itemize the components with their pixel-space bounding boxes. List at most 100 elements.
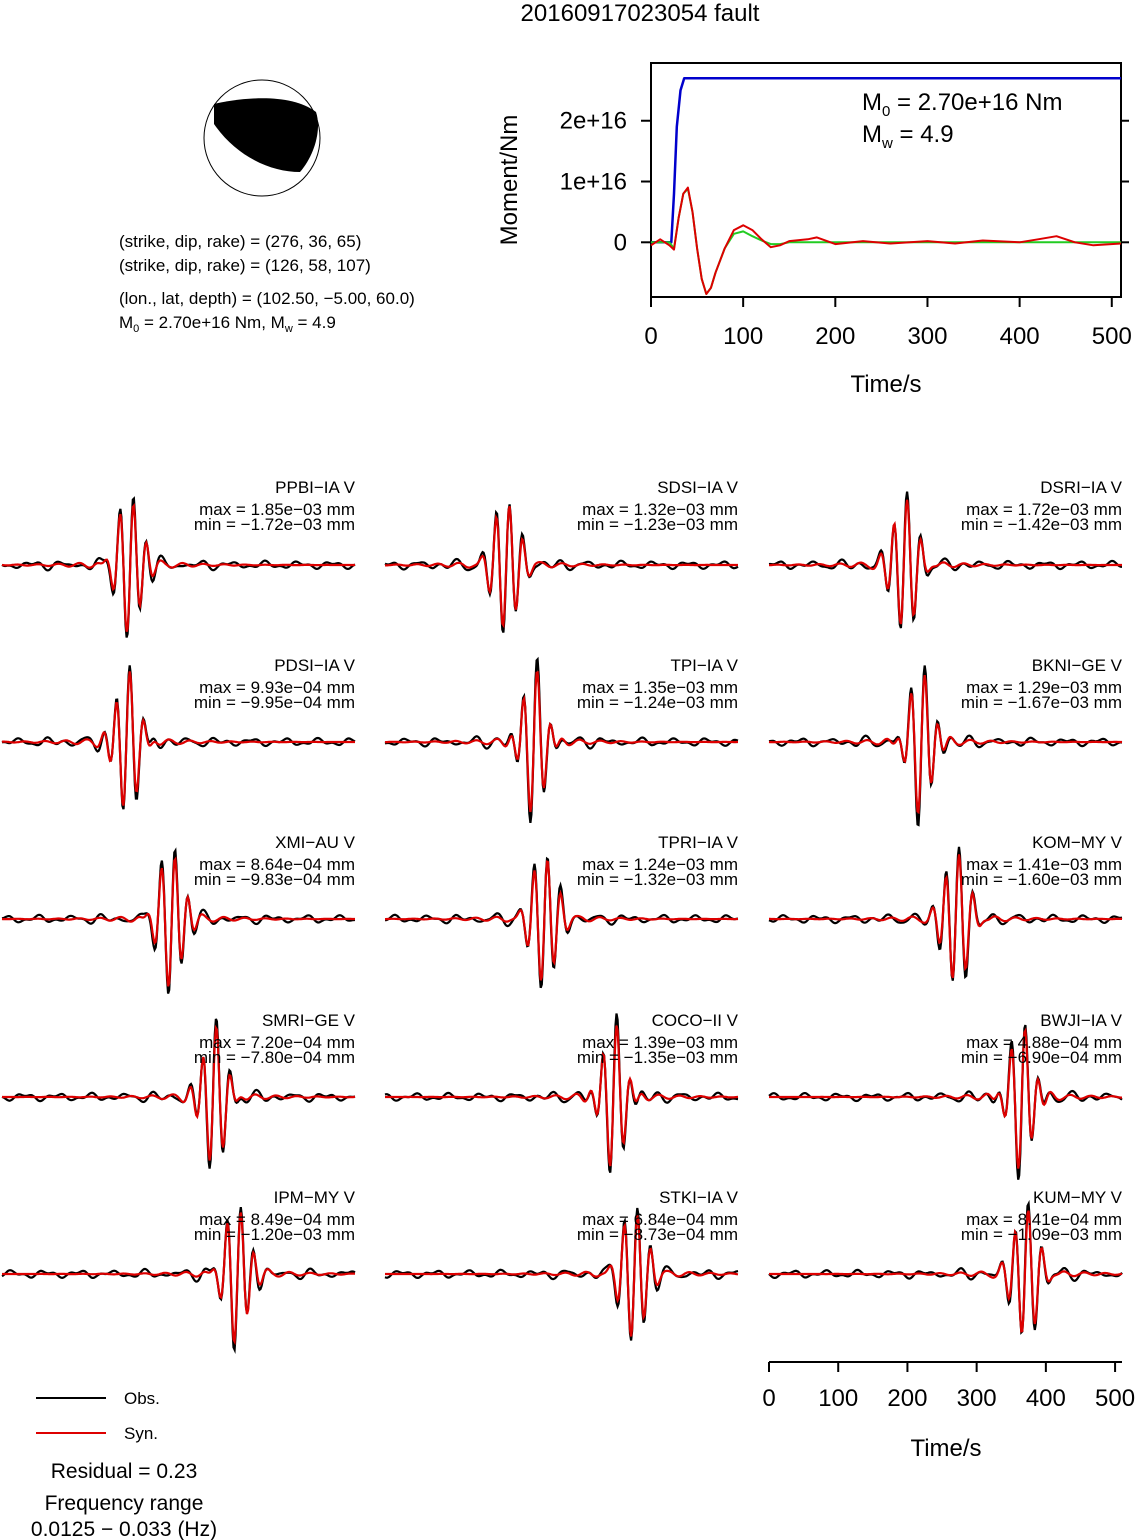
station-min-5: min = −1.67e−03 mm <box>961 693 1122 712</box>
syn-trace-4 <box>384 670 738 813</box>
legend: Obs. Syn. <box>36 1389 160 1443</box>
legend-syn-label: Syn. <box>124 1424 158 1443</box>
station-max-13: max = 6.84e−04 mm <box>582 1210 738 1229</box>
obs-trace-12 <box>1 1206 356 1354</box>
syn-trace-7 <box>385 860 738 981</box>
moment-summary: M0 = 2.70e+16 Nm, Mw = 4.9 <box>119 313 336 335</box>
station-min-3: min = −9.95e−04 mm <box>194 693 355 712</box>
frequency-label: Frequency range <box>45 1492 204 1515</box>
station-max-11: max = 4.88e−04 mm <box>966 1033 1122 1052</box>
station-min-4: min = −1.24e−03 mm <box>577 693 738 712</box>
station-name-14: KUM−MY V <box>1033 1188 1123 1207</box>
station-max-0: max = 1.85e−03 mm <box>199 500 355 519</box>
moment-rate-chart: 0 100 200 300 400 500 0 1e+16 2e+16 Time/s Mome… <box>496 62 1132 398</box>
wave-xtick-label-0: 0 <box>762 1385 775 1412</box>
station-name-1: SDSI−IA V <box>657 478 738 497</box>
station-min-2: min = −1.42e−03 mm <box>961 515 1122 534</box>
moment-series-1 <box>651 187 1121 295</box>
syn-trace-13 <box>385 1215 739 1337</box>
station-name-12: IPM−MY V <box>274 1188 356 1207</box>
residual-text: Residual = 0.23 <box>51 1460 198 1483</box>
station-max-6: max = 8.64e−04 mm <box>199 855 355 874</box>
wave-xtick-label-1: 100 <box>818 1385 858 1412</box>
syn-trace-5 <box>768 674 1122 815</box>
station-max-14: max = 8.41e−04 mm <box>966 1210 1122 1229</box>
moment-xtick-label-1: 100 <box>723 323 763 350</box>
figure-title: 20160917023054 fault <box>521 0 760 27</box>
mechanism-line-2: (strike, dip, rake) = (126, 58, 107) <box>119 256 371 275</box>
mechanism-info: (strike, dip, rake) = (276, 36, 65) (str… <box>119 232 415 335</box>
beachball-icon <box>203 79 321 197</box>
station-name-8: KOM−MY V <box>1032 833 1123 852</box>
station-min-12: min = −1.20e−03 mm <box>194 1225 355 1244</box>
moment-xtick-label-3: 300 <box>907 323 947 350</box>
station-min-14: min = −1.09e−03 mm <box>961 1225 1122 1244</box>
moment-series-2 <box>650 186 1122 295</box>
station-max-5: max = 1.29e−03 mm <box>966 678 1122 697</box>
syn-trace-1 <box>385 505 738 629</box>
syn-trace-8 <box>769 854 1122 979</box>
station-min-6: min = −9.83e−04 mm <box>194 870 355 889</box>
station-min-1: min = −1.23e−03 mm <box>577 515 738 534</box>
station-max-2: max = 1.72e−03 mm <box>966 500 1122 519</box>
station-max-3: max = 9.93e−04 mm <box>199 678 355 697</box>
moment-plot-frame <box>650 62 1122 298</box>
station-min-13: min = −8.73e−04 mm <box>577 1225 738 1244</box>
moment-ytick-label-2: 2e+16 <box>560 108 627 135</box>
station-max-12: max = 8.49e−04 mm <box>199 1210 355 1229</box>
station-max-1: max = 1.32e−03 mm <box>582 500 738 519</box>
waveform-xlabel: Time/s <box>910 1435 981 1462</box>
moment-xtick-label-5: 500 <box>1092 323 1132 350</box>
syn-trace-9 <box>2 1024 356 1161</box>
syn-trace-14 <box>769 1210 1123 1333</box>
obs-trace-10 <box>384 1013 739 1173</box>
wave-xtick-label-3: 300 <box>957 1385 997 1412</box>
moment-series-0 <box>651 76 1121 244</box>
annotation-m0: M0 = 2.70e+16 Nm <box>862 89 1062 120</box>
moment-xtick-label-2: 200 <box>815 323 855 350</box>
waveform-time-axis: 0 100 200 300 400 500 <box>762 1361 1135 1412</box>
syn-trace-11 <box>769 1027 1122 1169</box>
station-min-11: min = −6.90e−04 mm <box>961 1048 1122 1067</box>
station-max-8: max = 1.41e−03 mm <box>966 855 1122 874</box>
syn-trace-10 <box>385 1025 739 1167</box>
syn-trace-3 <box>1 671 355 806</box>
frequency-range: 0.0125 − 0.033 (Hz) <box>31 1518 217 1540</box>
station-name-6: XMI−AU V <box>275 833 355 852</box>
mechanism-line-3: (lon., lat, depth) = (102.50, −5.00, 60.… <box>119 289 415 308</box>
moment-ylabel: Moment/Nm <box>496 115 523 246</box>
moment-ytick-label-0: 0 <box>614 229 627 256</box>
syn-trace-2 <box>769 499 1122 625</box>
mechanism-line-1: (strike, dip, rake) = (276, 36, 65) <box>119 232 361 251</box>
station-max-4: max = 1.35e−03 mm <box>582 678 738 697</box>
station-name-0: PPBI−IA V <box>275 478 356 497</box>
station-max-9: max = 7.20e−04 mm <box>199 1033 355 1052</box>
station-name-4: TPI−IA V <box>670 656 738 675</box>
wave-xtick-label-5: 500 <box>1095 1385 1135 1412</box>
wave-xtick-label-4: 400 <box>1026 1385 1066 1412</box>
moment-xtick-label-4: 400 <box>1000 323 1040 350</box>
station-min-8: min = −1.60e−03 mm <box>961 870 1122 889</box>
legend-obs-label: Obs. <box>124 1389 160 1408</box>
station-name-3: PDSI−IA V <box>274 656 355 675</box>
syn-trace-12 <box>2 1212 356 1346</box>
station-name-10: COCO−II V <box>652 1011 739 1030</box>
moment-xlabel: Time/s <box>850 371 921 398</box>
annotation-mw: Mw = 4.9 <box>862 121 954 152</box>
obs-trace-2 <box>768 491 1122 629</box>
station-name-11: BWJI−IA V <box>1040 1011 1122 1030</box>
station-min-7: min = −1.32e−03 mm <box>577 870 738 889</box>
syn-trace-6 <box>1 856 355 987</box>
station-min-10: min = −1.35e−03 mm <box>577 1048 738 1067</box>
syn-trace-0 <box>1 502 355 633</box>
station-name-5: BKNI−GE V <box>1032 656 1123 675</box>
station-max-7: max = 1.24e−03 mm <box>582 855 738 874</box>
station-name-9: SMRI−GE V <box>262 1011 356 1030</box>
wave-xtick-label-2: 200 <box>887 1385 927 1412</box>
station-min-0: min = −1.72e−03 mm <box>194 515 355 534</box>
station-min-9: min = −7.80e−04 mm <box>194 1048 355 1067</box>
station-name-13: STKI−IA V <box>659 1188 739 1207</box>
moment-ytick-label-1: 1e+16 <box>560 169 627 196</box>
